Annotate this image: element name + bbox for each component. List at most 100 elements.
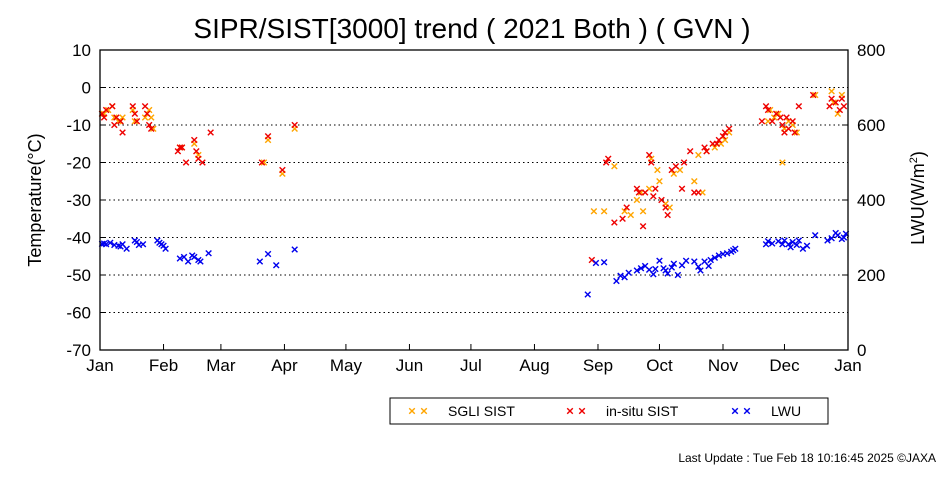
data-point <box>811 231 819 239</box>
footer-text: Last Update : Tue Feb 18 10:16:45 2025 ©… <box>678 451 936 465</box>
data-point <box>129 102 137 110</box>
data-point <box>701 144 708 151</box>
series-in-situ-sist <box>98 91 848 264</box>
data-point <box>279 166 286 174</box>
legend-box <box>389 397 829 425</box>
data-point <box>635 189 643 196</box>
data-point <box>588 256 596 264</box>
data-point <box>775 110 782 118</box>
data-point <box>641 189 649 196</box>
data-point <box>799 245 807 253</box>
data-point <box>619 215 626 223</box>
x-tick-label: Oct <box>646 356 673 375</box>
data-point <box>824 237 831 244</box>
data-point <box>783 114 790 121</box>
legend-marker <box>420 407 428 415</box>
data-point <box>102 106 110 114</box>
data-point <box>193 147 200 155</box>
legend-marker <box>408 407 416 415</box>
data-point <box>840 102 848 110</box>
data-point <box>789 238 796 246</box>
data-point <box>141 114 149 121</box>
data-point <box>617 272 624 280</box>
data-point <box>592 259 600 267</box>
x-tick-label: Jan <box>834 356 861 375</box>
data-point <box>670 170 678 178</box>
legend-label: in-situ SIST <box>606 403 679 419</box>
data-point <box>131 117 139 125</box>
data-point <box>762 102 770 110</box>
data-point <box>141 102 149 110</box>
data-point <box>600 207 608 215</box>
data-point <box>637 264 645 272</box>
data-point <box>611 162 618 170</box>
data-point <box>662 204 669 211</box>
data-point <box>207 129 214 136</box>
data-point <box>793 241 801 249</box>
data-point <box>117 117 124 125</box>
data-point <box>705 262 712 270</box>
y2-tick-label: 600 <box>857 116 885 135</box>
data-point <box>803 242 811 250</box>
data-point <box>256 258 264 265</box>
data-point <box>811 91 819 99</box>
data-point <box>258 159 266 166</box>
data-point <box>143 110 151 118</box>
data-point <box>795 102 803 110</box>
y-tick-label: -60 <box>66 304 91 323</box>
data-point <box>260 159 268 166</box>
x-tick-label: Feb <box>149 356 178 375</box>
data-point <box>678 185 686 193</box>
data-point <box>131 110 139 118</box>
y-axis-title: Temperature(°C) <box>25 133 45 266</box>
data-point <box>625 269 633 277</box>
data-point <box>691 258 698 265</box>
data-point <box>768 117 776 125</box>
data-point <box>613 277 620 285</box>
data-point <box>764 117 772 125</box>
data-point <box>809 91 817 99</box>
x-axis: Jan Feb Mar Apr May Jun Jul Aug Sep Oct Nov Dec Jan <box>86 344 862 375</box>
data-point <box>109 102 116 110</box>
data-point <box>795 237 803 244</box>
data-point <box>840 234 848 241</box>
data-point <box>656 257 663 265</box>
data-point <box>611 219 618 226</box>
data-point <box>826 102 833 110</box>
x-tick-label: Aug <box>519 356 549 375</box>
data-point <box>176 255 184 262</box>
data-point <box>721 136 729 144</box>
data-point <box>697 267 704 274</box>
data-point <box>291 121 298 129</box>
legend-marker <box>743 407 751 415</box>
data-point <box>715 252 723 259</box>
data-point <box>623 204 630 211</box>
data-point <box>725 125 733 133</box>
data-point <box>119 114 126 121</box>
data-point <box>672 162 680 170</box>
data-point <box>264 132 272 140</box>
data-point <box>703 147 710 155</box>
data-point <box>764 237 772 245</box>
data-point <box>711 144 719 151</box>
x-tick-label: Mar <box>206 356 236 375</box>
y2-tick-label: 800 <box>857 41 885 60</box>
data-point <box>834 110 842 118</box>
legend-marker <box>731 407 739 415</box>
data-point <box>639 222 647 230</box>
x-tick-label: Apr <box>271 356 298 375</box>
data-point <box>713 140 721 148</box>
data-point <box>779 121 786 129</box>
data-point <box>785 125 792 133</box>
data-point <box>787 243 794 251</box>
legend-marker <box>566 407 574 415</box>
data-point <box>695 151 702 159</box>
data-point <box>123 245 130 253</box>
data-point <box>633 185 641 193</box>
data-point <box>272 261 280 269</box>
data-point <box>707 256 714 264</box>
y-tick-label: -10 <box>66 116 91 135</box>
data-point <box>709 140 717 148</box>
data-point <box>652 185 659 193</box>
